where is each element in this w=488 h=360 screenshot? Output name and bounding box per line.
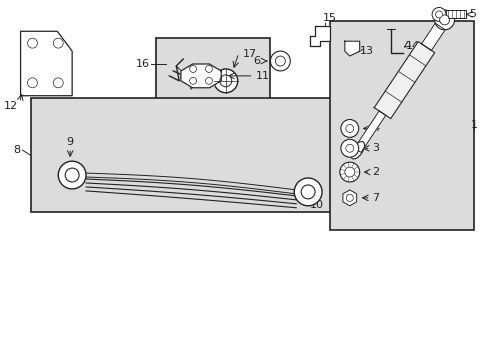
Polygon shape — [181, 64, 221, 88]
Bar — [30, 98, 355, 212]
Text: 11: 11 — [255, 71, 269, 81]
Circle shape — [344, 167, 354, 177]
Circle shape — [340, 139, 358, 157]
Circle shape — [214, 69, 237, 93]
Circle shape — [65, 168, 79, 182]
Bar — [445, 10, 465, 18]
Circle shape — [275, 56, 285, 66]
Circle shape — [220, 75, 231, 87]
Bar — [156, 38, 270, 113]
Circle shape — [435, 11, 442, 18]
Circle shape — [294, 178, 322, 206]
Circle shape — [189, 77, 196, 84]
Text: 10: 10 — [309, 200, 324, 210]
Polygon shape — [309, 26, 329, 46]
Polygon shape — [344, 41, 359, 56]
Text: 1: 1 — [470, 121, 477, 130]
Circle shape — [189, 66, 196, 72]
Circle shape — [58, 161, 86, 189]
Text: 6: 6 — [253, 56, 260, 66]
Text: 15: 15 — [323, 13, 336, 23]
Polygon shape — [20, 31, 72, 96]
Text: 8: 8 — [14, 145, 20, 155]
Circle shape — [53, 38, 63, 48]
Text: 16: 16 — [135, 59, 149, 69]
Text: 4: 4 — [372, 123, 379, 134]
Text: 17: 17 — [242, 49, 256, 59]
Circle shape — [205, 66, 212, 72]
Polygon shape — [421, 23, 444, 50]
Text: 14: 14 — [406, 41, 420, 51]
Circle shape — [345, 144, 353, 152]
Text: 13: 13 — [359, 46, 373, 56]
Circle shape — [205, 77, 212, 84]
Circle shape — [439, 15, 448, 25]
Circle shape — [346, 194, 353, 201]
Text: 3: 3 — [372, 143, 379, 153]
Text: 5: 5 — [468, 9, 475, 19]
Polygon shape — [342, 190, 356, 206]
Text: 7: 7 — [372, 193, 379, 203]
Polygon shape — [354, 111, 385, 152]
Circle shape — [345, 125, 353, 132]
Text: 12: 12 — [3, 101, 18, 111]
Text: 2: 2 — [372, 167, 379, 177]
Text: 9: 9 — [66, 137, 74, 147]
Circle shape — [53, 78, 63, 88]
Circle shape — [340, 120, 358, 138]
Ellipse shape — [350, 141, 364, 159]
Circle shape — [270, 51, 290, 71]
Circle shape — [27, 78, 38, 88]
Circle shape — [434, 10, 454, 30]
Polygon shape — [373, 42, 434, 119]
Circle shape — [431, 8, 445, 21]
Bar — [329, 21, 473, 230]
Circle shape — [339, 162, 359, 182]
Circle shape — [27, 38, 38, 48]
Circle shape — [301, 185, 314, 199]
